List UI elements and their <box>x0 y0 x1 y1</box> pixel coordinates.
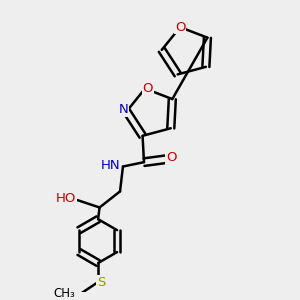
Text: HO: HO <box>56 192 76 205</box>
Text: HN: HN <box>101 159 121 172</box>
Text: N: N <box>119 103 129 116</box>
Text: S: S <box>97 276 105 289</box>
Text: O: O <box>143 82 153 95</box>
Text: O: O <box>175 21 185 34</box>
Text: O: O <box>166 151 176 164</box>
Text: CH₃: CH₃ <box>53 287 75 300</box>
